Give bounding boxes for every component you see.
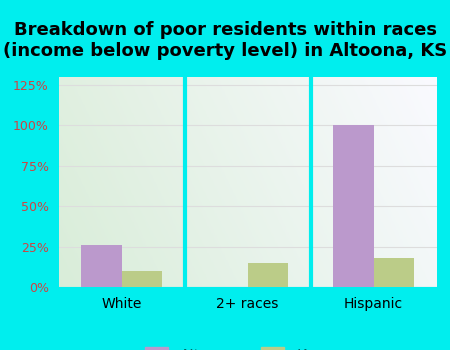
Legend: Altoona, Kansas: Altoona, Kansas — [139, 341, 356, 350]
Bar — [333, 125, 374, 287]
Bar — [122, 271, 162, 287]
Bar — [374, 258, 414, 287]
Bar — [81, 245, 122, 287]
Bar — [248, 263, 288, 287]
Text: Breakdown of poor residents within races
(income below poverty level) in Altoona: Breakdown of poor residents within races… — [3, 21, 447, 60]
